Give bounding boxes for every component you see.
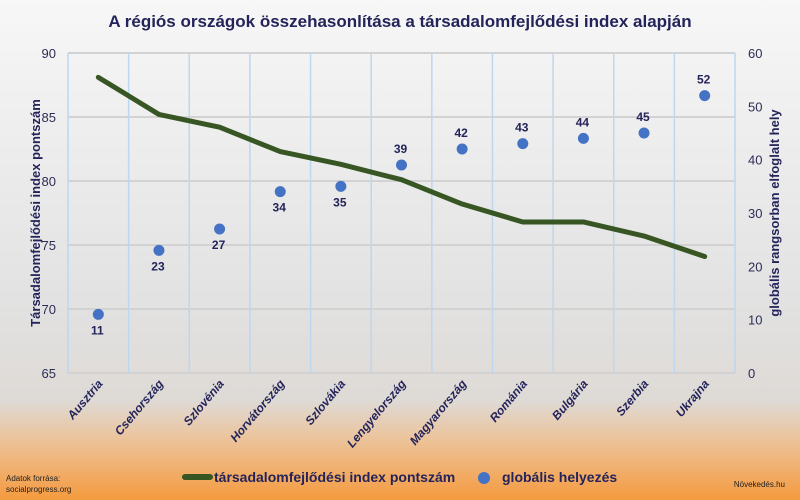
scatter-point	[517, 138, 529, 150]
legend-dot-swatch	[478, 472, 490, 484]
x-tick-label: Bulgária	[549, 377, 591, 423]
legend-label-scatter: globális helyezés	[502, 469, 617, 485]
data-label: 27	[212, 238, 226, 252]
x-tick-label: Ausztria	[64, 377, 106, 423]
y-tick-label: 75	[42, 238, 56, 253]
data-label: 45	[636, 110, 650, 124]
x-tick-label: Szerbia	[613, 377, 651, 419]
y2-tick-label: 40	[748, 153, 762, 168]
x-tick-label: Csehország	[112, 376, 167, 438]
x-tick-label: Románia	[487, 377, 531, 425]
x-tick-label: Horvátország	[228, 376, 288, 444]
y2-tick-label: 10	[748, 313, 762, 328]
y-tick-label: 80	[42, 174, 56, 189]
y2-tick-label: 50	[748, 99, 762, 114]
y-tick-label: 85	[42, 110, 56, 125]
data-label: 42	[454, 126, 468, 140]
y2-axis-label: globális rangsorban elfoglalt hely	[767, 109, 782, 317]
y2-tick-label: 30	[748, 206, 762, 221]
scatter-point	[214, 223, 226, 235]
scatter-point	[396, 159, 407, 171]
y2-tick-label: 0	[748, 366, 755, 381]
scatter-point	[335, 180, 347, 192]
data-label: 35	[333, 195, 347, 209]
x-tick-label: Szlovákia	[302, 377, 348, 428]
y2-tick-label: 20	[748, 259, 762, 274]
y-axis-label: Társadalomfejlődési index pontszám	[28, 99, 43, 327]
scatter-point	[577, 132, 589, 144]
scatter-point	[274, 186, 286, 198]
scatter-point	[153, 244, 165, 256]
x-tick-label: Szlovénia	[181, 377, 228, 429]
legend: társadalomfejlődési index pontszám globá…	[182, 469, 617, 485]
chart-title: A régiós országok összehasonlítása a tár…	[108, 12, 691, 31]
y2-tick-label: 60	[748, 46, 762, 61]
data-label: 44	[576, 115, 590, 129]
source-url: socialprogress.org	[6, 485, 71, 494]
x-tick-label: Lengyelország	[344, 376, 409, 450]
scatter-point	[92, 308, 104, 320]
data-label: 11	[91, 323, 104, 337]
source-label: Adatok forrása:	[6, 474, 60, 483]
data-label: 23	[151, 259, 165, 273]
scatter-point	[699, 90, 711, 102]
x-tick-label: Magyarország	[407, 376, 470, 447]
y-tick-label: 90	[42, 46, 56, 61]
data-label: 39	[394, 142, 408, 156]
legend-label-line: társadalomfejlődési index pontszám	[214, 469, 455, 485]
y-tick-label: 65	[42, 366, 56, 381]
x-tick-label: Ukrajna	[673, 377, 712, 420]
y-tick-label: 70	[42, 302, 56, 317]
scatter-point	[638, 127, 650, 139]
data-label: 34	[273, 201, 287, 215]
data-label: 52	[697, 73, 711, 87]
scatter-point	[456, 143, 468, 155]
data-label: 43	[515, 121, 529, 135]
brand-label: Növekedés.hu	[734, 480, 785, 489]
